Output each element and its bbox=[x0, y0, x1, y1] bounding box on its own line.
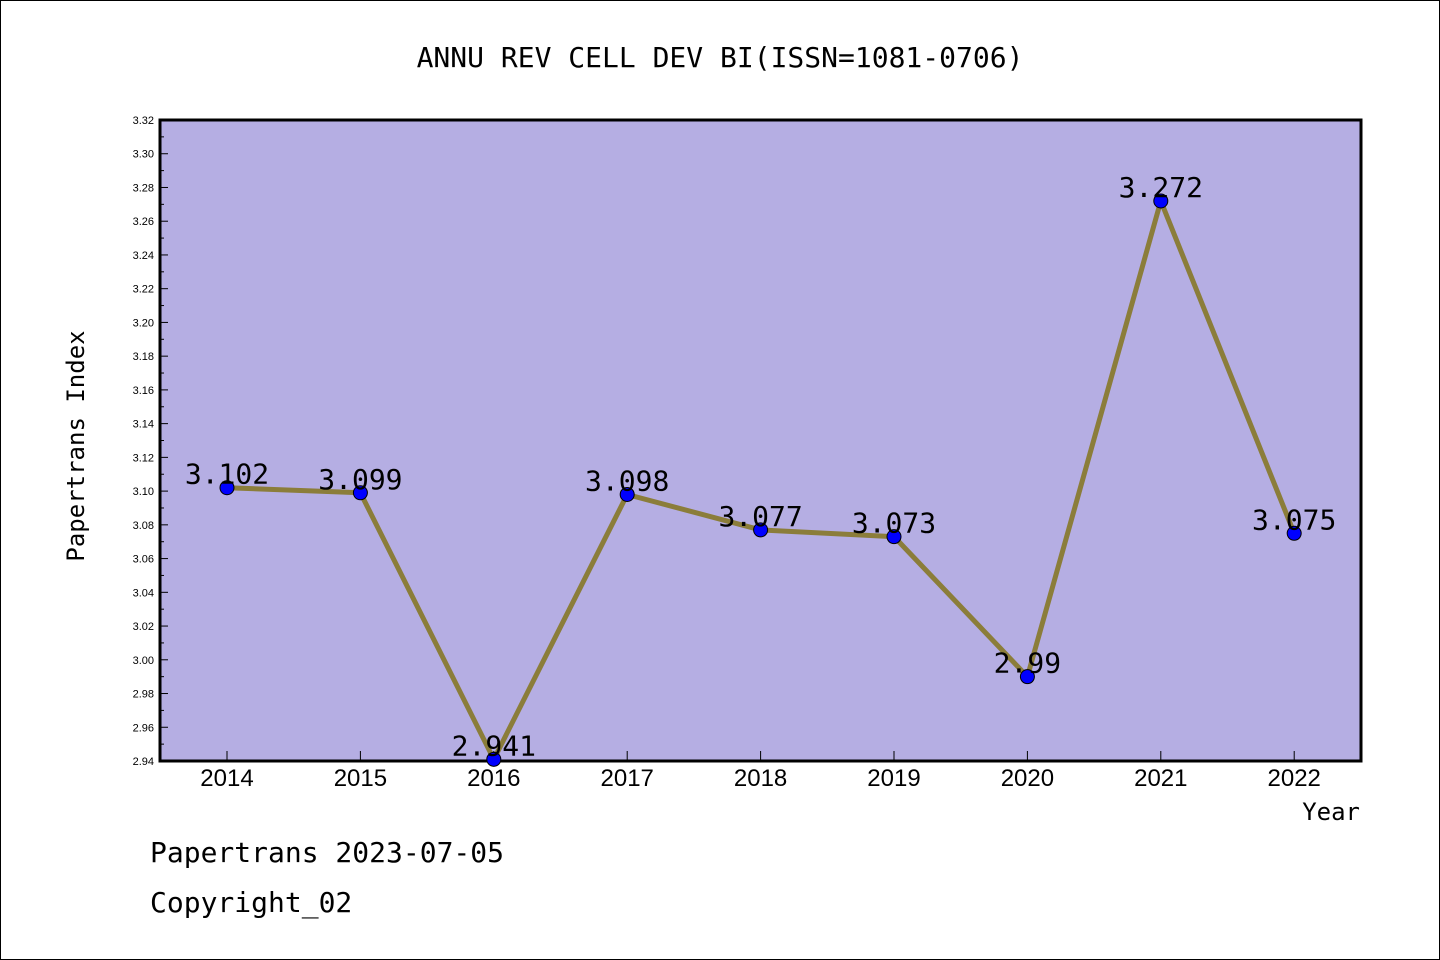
y-tick-label: 3.10 bbox=[133, 486, 154, 498]
x-tick-label: 2022 bbox=[1268, 765, 1321, 792]
data-point bbox=[619, 486, 635, 502]
y-tick-label: 3.06 bbox=[133, 554, 154, 566]
y-tick-label: 3.04 bbox=[133, 587, 154, 599]
y-tick-label: 3.18 bbox=[133, 351, 154, 363]
x-axis-label: Year bbox=[1302, 798, 1360, 826]
chart-title: ANNU REV CELL DEV BI(ISSN=1081-0706) bbox=[417, 41, 1024, 74]
data-label: 3.102 bbox=[185, 458, 269, 491]
data-label: 2.941 bbox=[452, 729, 536, 762]
data-label: 2.99 bbox=[994, 647, 1061, 680]
y-axis-ticks: 2.94 2.96 2.98 3.00 3.02 3.04 3.06 3.08 3.10 3.12… bbox=[133, 115, 168, 768]
data-point bbox=[1153, 193, 1169, 209]
data-point bbox=[352, 485, 368, 501]
y-tick-label: 2.96 bbox=[133, 722, 154, 734]
y-tick-label: 3.16 bbox=[133, 385, 154, 397]
y-tick-label: 3.28 bbox=[133, 182, 154, 194]
y-tick-label: 2.94 bbox=[133, 756, 154, 768]
x-tick-label: 2016 bbox=[467, 765, 520, 792]
data-label: 3.073 bbox=[852, 507, 936, 540]
x-tick-label: 2018 bbox=[734, 765, 787, 792]
plot-area bbox=[158, 118, 1363, 763]
y-tick-label: 2.98 bbox=[133, 689, 154, 701]
y-tick-label: 3.02 bbox=[133, 621, 154, 633]
y-tick-label: 3.24 bbox=[133, 250, 154, 262]
data-point bbox=[886, 529, 902, 545]
y-tick-label: 3.30 bbox=[133, 149, 154, 161]
y-tick-label: 3.00 bbox=[133, 655, 154, 667]
data-label: 3.077 bbox=[718, 500, 802, 533]
data-label: 3.075 bbox=[1252, 503, 1336, 536]
data-labels: 3.102 3.099 2.941 3.098 3.077 3.073 2.99 3.272 3… bbox=[185, 171, 1336, 762]
data-point bbox=[753, 522, 769, 538]
x-tick-label: 2020 bbox=[1001, 765, 1054, 792]
data-label: 3.099 bbox=[318, 463, 402, 496]
y-tick-label: 3.14 bbox=[133, 419, 154, 431]
y-tick-label: 3.20 bbox=[133, 317, 154, 329]
data-label: 3.272 bbox=[1119, 171, 1203, 204]
y-axis-label: Papertrans Index bbox=[62, 330, 90, 561]
y-tick-label: 3.08 bbox=[133, 520, 154, 532]
data-point bbox=[1286, 525, 1302, 541]
x-tick-label: 2021 bbox=[1134, 765, 1187, 792]
x-axis-ticks: 2014 2015 2016 2017 2018 2019 2020 2021 2022 bbox=[200, 751, 1321, 792]
data-point bbox=[219, 480, 235, 496]
y-tick-label: 3.32 bbox=[133, 115, 154, 127]
footer-copyright: Copyright_02 bbox=[150, 886, 353, 919]
data-point bbox=[1019, 669, 1035, 685]
y-tick-label: 3.26 bbox=[133, 216, 154, 228]
x-tick-label: 2017 bbox=[601, 765, 654, 792]
x-tick-label: 2014 bbox=[200, 765, 253, 792]
x-tick-label: 2015 bbox=[334, 765, 387, 792]
data-points bbox=[219, 193, 1302, 767]
y-tick-label: 3.12 bbox=[133, 452, 154, 464]
data-label: 3.098 bbox=[585, 464, 669, 497]
y-tick-label: 3.22 bbox=[133, 284, 154, 296]
footer-date: Papertrans 2023-07-05 bbox=[150, 836, 505, 869]
data-point bbox=[486, 751, 502, 767]
x-tick-label: 2019 bbox=[867, 765, 920, 792]
